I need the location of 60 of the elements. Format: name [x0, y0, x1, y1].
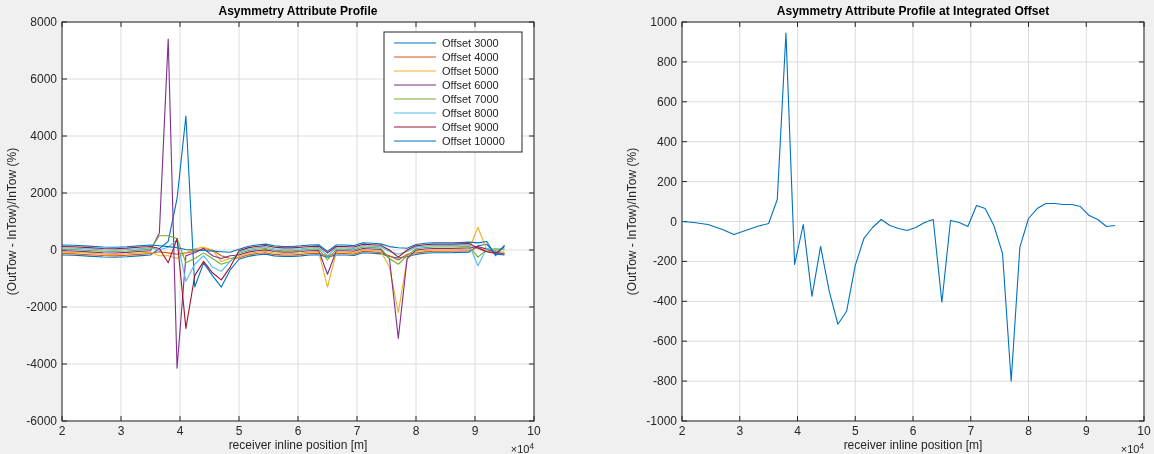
legend-label: Offset 9000	[442, 121, 499, 133]
x-tick-label: 8	[412, 424, 420, 438]
y-tick-label: -400	[652, 294, 678, 309]
y-tick-label: -4000	[26, 357, 58, 371]
x-tick-label: 5	[851, 424, 859, 438]
y-axis-title: (OutTow - InTow)/InTow (%)	[5, 147, 19, 296]
x-tick-label: 5	[235, 424, 243, 438]
legend-label: Offset 6000	[442, 79, 499, 91]
y-tick-label: -800	[652, 374, 678, 389]
x-tick-label: 4	[176, 424, 184, 438]
x-axis-title: receiver inline position [m]	[843, 438, 983, 452]
text: ×10$^{4}$	[1120, 441, 1145, 454]
x-tick-label: 8	[1025, 424, 1033, 438]
line-series	[61, 238, 506, 329]
chart-title: Asymmetry Attribute Profile at Integrated Offset	[776, 4, 1050, 18]
y-tick-label: -200	[652, 254, 678, 269]
legend-label: Offset 5000	[442, 65, 499, 77]
x-tick-label: 3	[736, 424, 744, 438]
x-tick-label: 10	[1137, 424, 1151, 438]
y-tick-label: 0	[670, 214, 678, 229]
y-axis-title: (OutTow - InTow)/InTow (%)	[625, 147, 639, 296]
x-axis-title: receiver inline position [m]	[228, 438, 368, 452]
legend-label: Offset 8000	[442, 107, 499, 119]
legend-label: Offset 10000	[442, 135, 505, 147]
y-tick-label: 1000	[650, 15, 678, 29]
line-series	[61, 239, 506, 282]
y-tick-label: -600	[652, 334, 678, 349]
x-tick-label: 6	[294, 424, 302, 438]
legend-label: Offset 3000	[442, 37, 499, 49]
x-tick-label: 2	[58, 424, 66, 438]
x-tick-label: 3	[117, 424, 125, 438]
line-series	[61, 226, 506, 314]
y-tick-label: 400	[656, 134, 678, 149]
y-tick-label: 6000	[30, 72, 58, 86]
x-tick-label: 7	[967, 424, 975, 438]
legend-label: Offset 7000	[442, 93, 499, 105]
x-tick-label: 4	[794, 424, 802, 438]
x-tick-label: 7	[353, 424, 361, 438]
line-series	[61, 115, 506, 288]
y-tick-label: 600	[656, 94, 678, 109]
legend-label: Offset 4000	[442, 51, 499, 63]
y-tick-label: 200	[656, 174, 678, 189]
y-tick-label: -2000	[26, 300, 58, 314]
x-tick-label: 9	[471, 424, 479, 438]
y-tick-label: 800	[656, 54, 678, 69]
line-series	[61, 38, 506, 369]
y-tick-label: 8000	[30, 15, 58, 29]
y-tick-label: 2000	[30, 186, 58, 200]
line-series	[681, 32, 1116, 382]
y-tick-label: -1000	[646, 414, 678, 428]
y-tick-label: -6000	[26, 414, 58, 428]
y-tick-label: 0	[50, 243, 58, 257]
chart-title: Asymmetry Attribute Profile	[218, 4, 378, 18]
line-series	[61, 235, 506, 265]
text: ×10$^{4}$	[510, 441, 535, 454]
x-tick-label: 6	[909, 424, 917, 438]
x-tick-label: 10	[527, 424, 541, 438]
x-tick-label: 2	[678, 424, 686, 438]
x-tick-label: 9	[1082, 424, 1090, 438]
y-tick-label: 4000	[30, 129, 58, 143]
